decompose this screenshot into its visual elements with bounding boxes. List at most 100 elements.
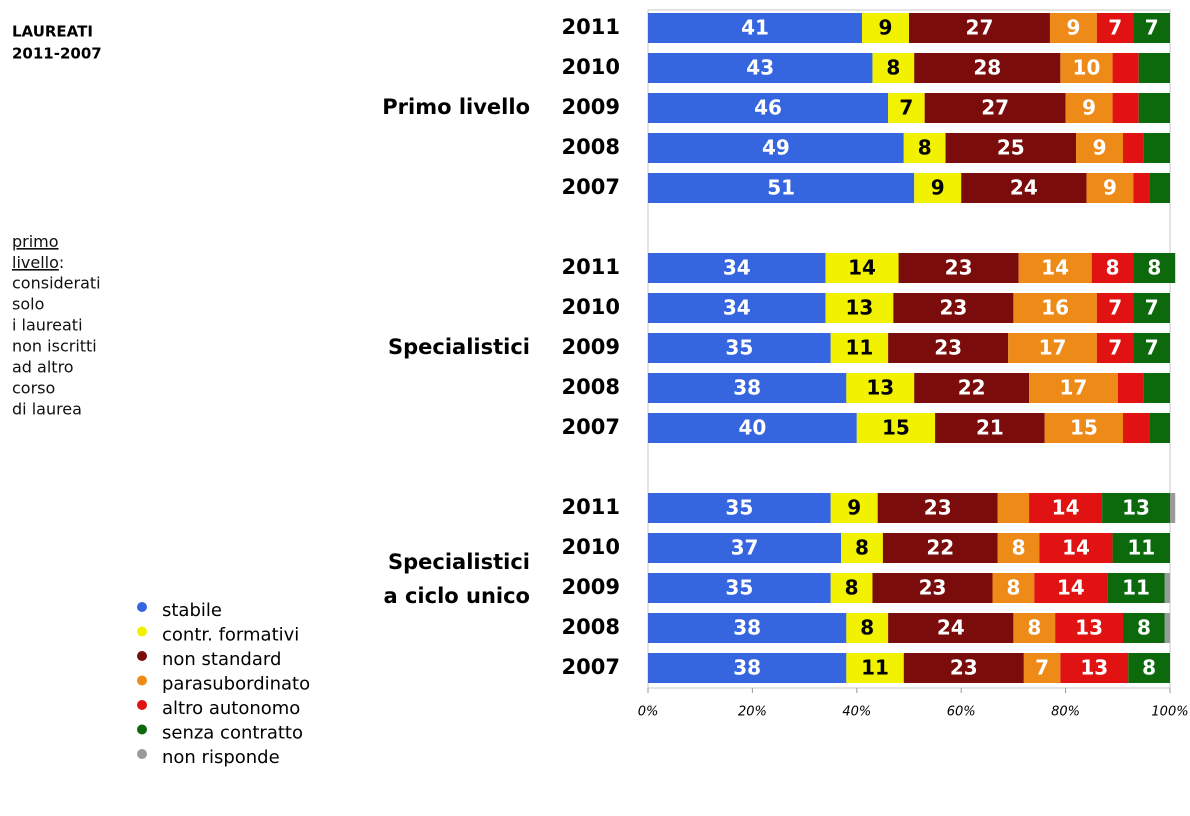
bar-segment	[1034, 573, 1108, 603]
value-label: 25	[997, 136, 1025, 160]
value-label: 35	[725, 496, 753, 520]
bar-segment	[862, 13, 909, 43]
bar-segment	[1138, 93, 1170, 123]
value-label: 17	[1039, 336, 1067, 360]
value-label: 27	[966, 16, 994, 40]
value-label: 23	[950, 656, 978, 680]
legend-label: altro autonomo	[162, 698, 300, 719]
bar-segment	[648, 253, 826, 283]
year-label: 2011	[562, 255, 620, 279]
bar-segment	[1086, 173, 1134, 203]
legend-label: parasubordinato	[162, 674, 310, 695]
value-label: 7	[1145, 336, 1159, 360]
bar-segment	[648, 573, 831, 603]
bar-segment	[888, 333, 1009, 363]
value-label: 14	[1062, 536, 1090, 560]
bar-segment	[825, 253, 899, 283]
value-label: 8	[1147, 256, 1161, 280]
value-label: 9	[879, 16, 893, 40]
bar-segment	[1107, 573, 1165, 603]
year-label: 2011	[562, 15, 620, 39]
x-tick-label: 100%	[1151, 705, 1188, 720]
bar-segment	[648, 53, 873, 83]
legend-label: senza contratto	[162, 723, 303, 744]
note-line: livello:	[12, 253, 64, 272]
bar-segment	[945, 133, 1077, 163]
bar-segment	[992, 573, 1035, 603]
year-label: 2008	[562, 135, 620, 159]
year-label: 2008	[562, 375, 620, 399]
value-label: 13	[845, 296, 873, 320]
year-label: 2010	[562, 295, 620, 319]
bar-segment	[903, 653, 1024, 683]
bar-segment	[1065, 93, 1113, 123]
bar-segment	[648, 333, 831, 363]
year-label: 2007	[562, 175, 620, 199]
bar-segment	[1013, 613, 1056, 643]
note-line: non iscritti	[12, 337, 97, 356]
bar-segment	[1096, 333, 1134, 363]
value-label: 9	[1093, 136, 1107, 160]
value-label: 41	[741, 16, 769, 40]
bar-segment	[648, 413, 857, 443]
bar-segment	[914, 53, 1061, 83]
bar-segment	[1096, 293, 1134, 323]
value-label: 8	[1006, 576, 1020, 600]
value-label: 23	[945, 256, 973, 280]
bar-segment	[1044, 413, 1124, 443]
value-label: 24	[937, 616, 965, 640]
bar-segment	[1138, 53, 1170, 83]
bar-segment	[1133, 13, 1170, 43]
value-label: 14	[1057, 576, 1085, 600]
bar-segment	[1123, 413, 1150, 443]
bar-segment	[924, 93, 1066, 123]
bar-segment	[1123, 133, 1144, 163]
value-label: 13	[1080, 656, 1108, 680]
value-label: 15	[1070, 416, 1098, 440]
bar-segment	[1076, 133, 1124, 163]
bar-segment	[1023, 653, 1061, 683]
value-label: 8	[1106, 256, 1120, 280]
year-label: 2010	[562, 55, 620, 79]
bar-segment	[1117, 373, 1144, 403]
bar-segment	[1008, 333, 1097, 363]
value-label: 34	[723, 296, 751, 320]
value-label: 22	[958, 376, 986, 400]
bar-segment	[1133, 253, 1176, 283]
value-label: 43	[746, 56, 774, 80]
note-line: corso	[12, 379, 55, 398]
title: LAUREATI	[12, 23, 93, 41]
value-label: 23	[919, 576, 947, 600]
bar-segment	[648, 493, 831, 523]
bar-segment	[1055, 613, 1124, 643]
value-label: 38	[733, 616, 761, 640]
bar-segment	[882, 533, 998, 563]
value-label: 9	[1066, 16, 1080, 40]
value-label: 46	[754, 96, 782, 120]
bar-segment	[1060, 653, 1129, 683]
value-label: 14	[1052, 496, 1080, 520]
year-label: 2007	[562, 415, 620, 439]
bar-segment	[1029, 373, 1118, 403]
bar-segment	[1102, 493, 1170, 523]
year-label: 2008	[562, 615, 620, 639]
year-label: 2009	[562, 95, 620, 119]
title: 2011-2007	[12, 45, 102, 63]
bar-segment	[1029, 493, 1103, 523]
bar-segment	[1123, 613, 1165, 643]
value-label: 8	[1137, 616, 1151, 640]
value-label: 9	[1082, 96, 1096, 120]
bar-segment	[1149, 413, 1170, 443]
value-label: 13	[1122, 496, 1150, 520]
bar-segment	[648, 533, 842, 563]
value-label: 27	[981, 96, 1009, 120]
bar-segment	[1149, 173, 1170, 203]
value-label: 11	[1127, 536, 1155, 560]
value-label: 15	[882, 416, 910, 440]
value-label: 7	[1108, 336, 1122, 360]
x-tick-label: 60%	[947, 705, 976, 720]
value-label: 9	[931, 176, 945, 200]
bar-segment	[1133, 293, 1170, 323]
bar-segment	[1112, 53, 1139, 83]
bar-segment	[1091, 253, 1134, 283]
